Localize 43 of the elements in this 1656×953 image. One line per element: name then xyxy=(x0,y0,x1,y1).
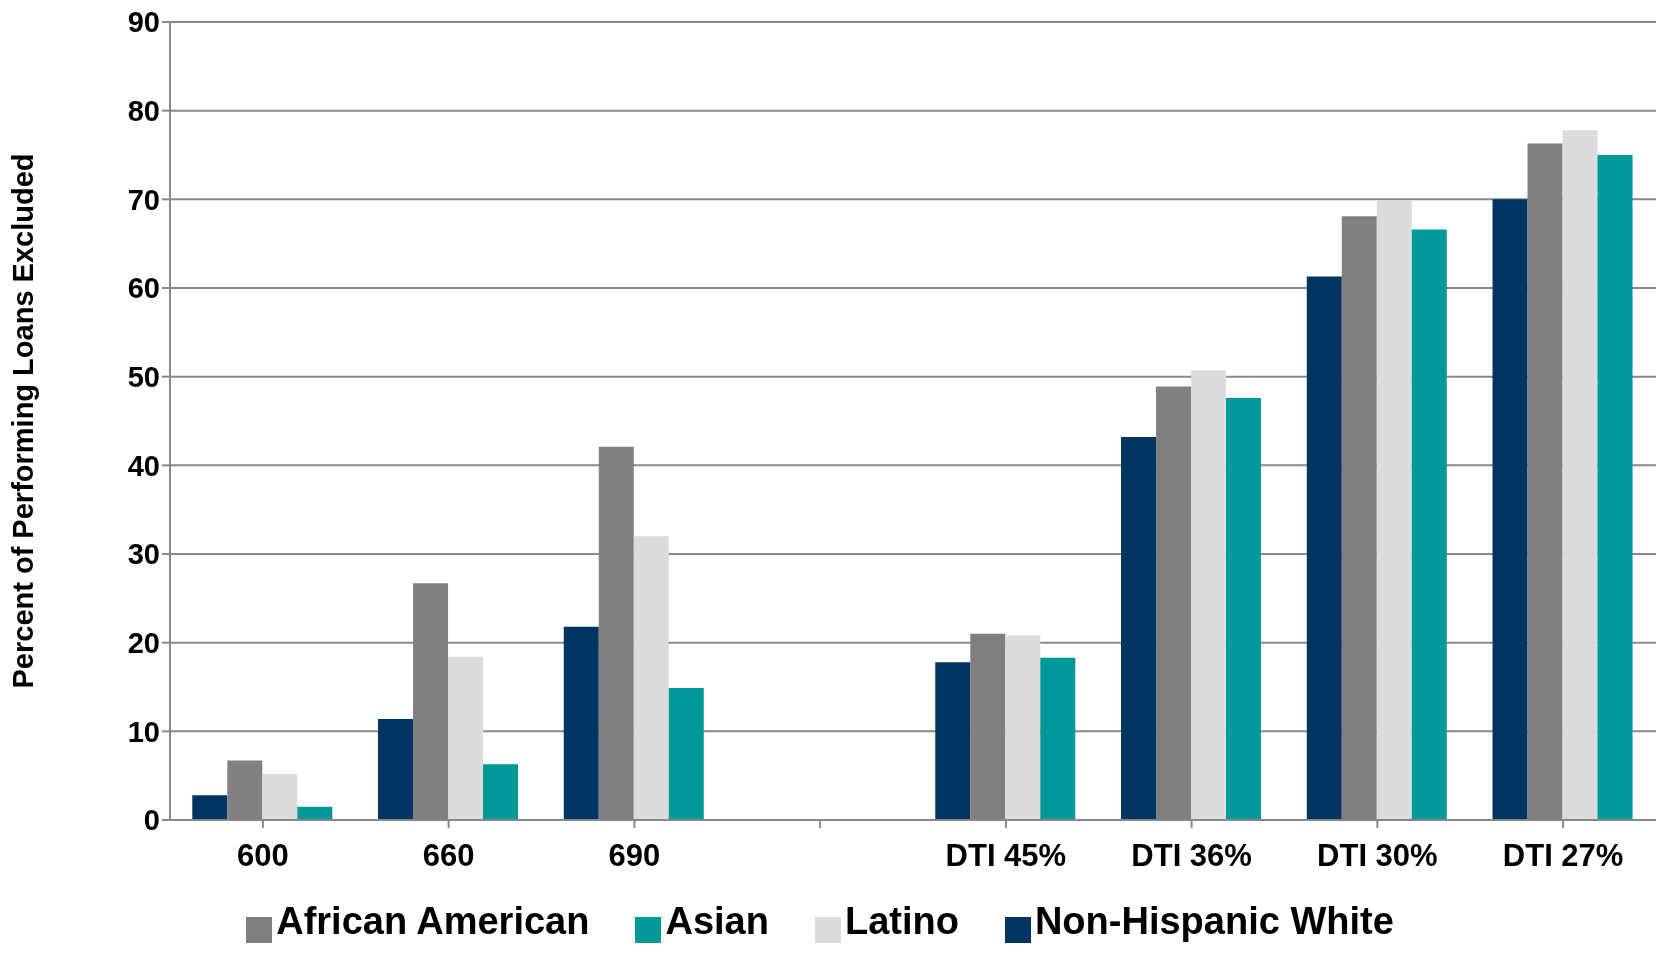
x-tick-label: 690 xyxy=(608,838,661,874)
x-tick-label: DTI 45% xyxy=(945,838,1067,874)
bar xyxy=(563,626,599,820)
legend-label: Latino xyxy=(844,900,959,942)
bar xyxy=(668,687,704,820)
legend-label: Asian xyxy=(665,900,769,942)
y-tick-label: 50 xyxy=(127,360,160,393)
bar xyxy=(1411,229,1447,820)
bar xyxy=(1040,657,1076,820)
bar xyxy=(192,795,228,820)
x-tick-label: DTI 27% xyxy=(1502,838,1624,874)
bar xyxy=(448,656,484,820)
y-axis-title: Percent of Performing Loans Excluded xyxy=(7,153,40,689)
bar xyxy=(935,662,971,820)
y-tick-label: 60 xyxy=(127,272,160,305)
bar xyxy=(1492,199,1528,820)
legend-label: African American xyxy=(276,900,590,942)
bar xyxy=(297,806,333,820)
bar xyxy=(1121,436,1157,820)
bar xyxy=(1306,276,1342,820)
x-tick-label: 660 xyxy=(422,838,475,874)
x-tick-label: 600 xyxy=(237,838,289,874)
y-tick-label: 0 xyxy=(143,804,160,837)
y-tick-label: 90 xyxy=(127,6,160,39)
x-tick-label: DTI 36% xyxy=(1131,838,1252,874)
bar xyxy=(1226,397,1262,820)
bar xyxy=(633,536,669,820)
bar xyxy=(1562,130,1598,820)
bar xyxy=(262,773,298,820)
y-tick-label: 40 xyxy=(127,449,160,482)
bar xyxy=(483,764,519,820)
y-tick-label: 80 xyxy=(127,94,160,127)
y-tick-label: 10 xyxy=(127,715,160,748)
bar xyxy=(378,718,414,820)
x-tick-label: DTI 30% xyxy=(1317,838,1438,874)
y-tick-label: 20 xyxy=(127,626,160,659)
bar xyxy=(1597,155,1633,820)
bar xyxy=(1005,635,1041,820)
bar xyxy=(1376,200,1412,820)
legend-label: Non-Hispanic White xyxy=(1034,900,1394,942)
y-tick-label: 30 xyxy=(127,538,160,571)
y-tick-label: 70 xyxy=(127,183,160,216)
bar xyxy=(1191,370,1227,820)
